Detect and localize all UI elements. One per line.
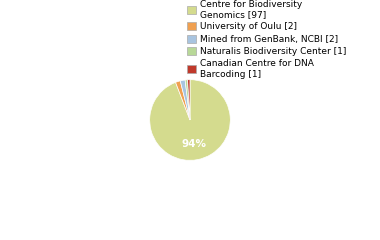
- Wedge shape: [150, 80, 230, 160]
- Wedge shape: [188, 80, 190, 120]
- Legend: Centre for Biodiversity
Genomics [97], University of Oulu [2], Mined from GenBan: Centre for Biodiversity Genomics [97], U…: [187, 0, 346, 78]
- Wedge shape: [185, 80, 190, 120]
- Wedge shape: [180, 80, 190, 120]
- Wedge shape: [176, 81, 190, 120]
- Text: 94%: 94%: [182, 139, 207, 149]
